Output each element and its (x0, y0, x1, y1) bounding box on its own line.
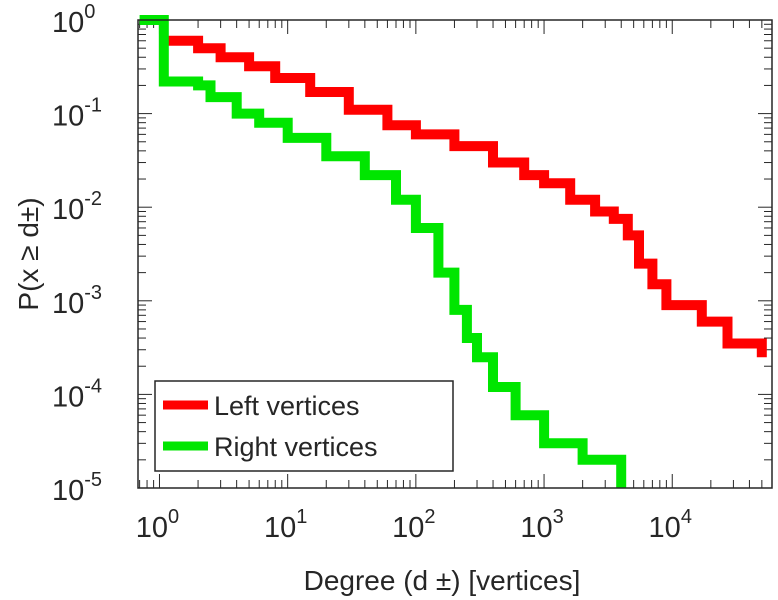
y-tick-exponent: -1 (84, 95, 102, 117)
x-tick-label: 103 (520, 506, 563, 544)
y-tick-exponent: -5 (84, 469, 102, 491)
x-tick-exponent: 4 (681, 506, 692, 528)
x-tick-label: 101 (264, 506, 307, 544)
x-tick-label: 100 (136, 506, 179, 544)
y-tick-label: 100 (52, 1, 95, 39)
x-tick-labels: 100 101 102 103 104 (136, 506, 692, 544)
y-axis-label: P(x ≥ d±) (13, 197, 44, 310)
legend: Left vertices Right vertices (154, 380, 454, 472)
y-tick-exponent: -3 (84, 282, 102, 304)
x-axis-label: Degree (d ±) [vertices] (304, 565, 581, 596)
y-tick-label: 10-4 (52, 375, 102, 413)
legend-box (154, 380, 454, 472)
plot-frame (137, 19, 773, 489)
y-tick-label: 10-2 (52, 188, 102, 226)
x-tick-exponent: 1 (296, 506, 307, 528)
legend-label-right: Right vertices (214, 432, 378, 462)
y-tick-exponent: -2 (84, 188, 102, 210)
y-tick-label: 10-3 (52, 282, 102, 320)
x-tick-exponent: 0 (168, 506, 179, 528)
x-tick-exponent: 2 (424, 506, 435, 528)
x-tick-label: 102 (392, 506, 435, 544)
y-tick-label: 10-5 (52, 469, 102, 507)
y-tick-exponent: 0 (84, 1, 95, 23)
legend-label-left: Left vertices (214, 391, 360, 421)
series-line-right-vertices (139, 15, 627, 488)
x-tick-label: 104 (649, 506, 692, 544)
axis-ticks (138, 19, 773, 489)
plot-series (139, 15, 767, 488)
y-tick-exponent: -4 (84, 375, 102, 397)
y-tick-labels: 100 10-1 10-2 10-3 10-4 10-5 (52, 1, 102, 507)
series-line-left-vertices (159, 35, 767, 358)
x-tick-exponent: 3 (553, 506, 564, 528)
y-tick-label: 10-1 (52, 95, 102, 133)
